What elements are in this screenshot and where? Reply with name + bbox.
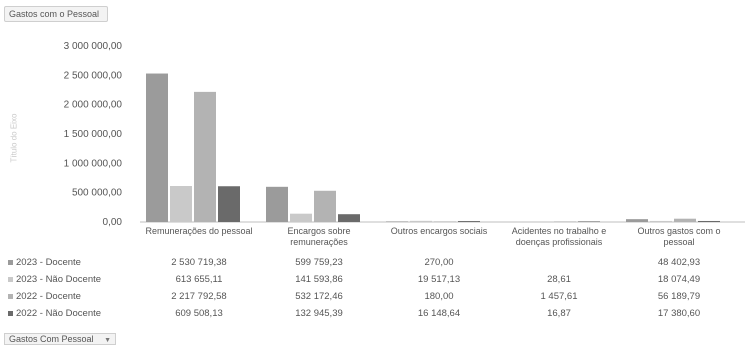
table-row: 2023 - Docente 2 530 719,38 599 759,23 270,…: [0, 254, 751, 270]
data-label: 19 517,13: [417, 274, 461, 285]
bar-2023-docente-3: [386, 221, 408, 222]
data-label: 180,00: [424, 291, 454, 302]
category-label: Outros encargos sociais: [390, 226, 488, 236]
legend-swatch: [8, 259, 13, 265]
table-row: 2022 - Docente 2 217 792,58 532 172,46 180,…: [0, 288, 751, 304]
series-name: 2022 - Não Docente: [16, 308, 102, 319]
y-tick-label: 2 000 000,00: [64, 100, 123, 111]
bar-2022-docente-2: [314, 190, 336, 222]
data-label: 132 945,39: [295, 308, 343, 319]
field-button-gastos-com-pessoal[interactable]: Gastos Com Pessoal ▼: [4, 333, 116, 345]
bar-2022-nao-docente-5: [698, 220, 720, 222]
legend-swatch: [8, 293, 13, 299]
bar-2022-nao-docente-2: [338, 214, 360, 222]
category-label: Acidentes no trabalho e doenças profissi…: [511, 226, 607, 247]
data-label: 532 172,46: [295, 291, 343, 302]
category-label: Outros gastos com o pessoal: [637, 226, 721, 247]
data-label: 599 759,23: [295, 257, 343, 268]
data-label: 18 074,49: [657, 274, 701, 285]
series-name: 2023 - Docente: [16, 257, 81, 268]
data-label: 613 655,11: [175, 274, 223, 285]
data-label: 17 380,60: [657, 308, 701, 319]
bar-2022-nao-docente-1: [218, 186, 240, 222]
y-tick-label: 3 000 000,00: [64, 41, 123, 52]
legend-entry: 2022 - Não Docente: [8, 308, 101, 319]
legend-swatch: [8, 310, 13, 316]
bar-2022-docente-3: [434, 221, 456, 222]
bar-2022-nao-docente-4: [578, 221, 600, 222]
series-name: 2023 - Não Docente: [16, 274, 102, 285]
legend-entry: 2022 - Docente: [8, 291, 81, 302]
chevron-down-icon[interactable]: ▼: [104, 337, 111, 344]
data-label: 1 457,61: [540, 291, 578, 302]
bar-2023-nao-docente-3: [410, 220, 432, 222]
data-label: 16 148,64: [417, 308, 461, 319]
bar-2022-docente-5: [674, 218, 696, 222]
field-button-gastos-pessoal[interactable]: Gastos com o Pessoal: [4, 6, 109, 22]
y-axis-ticks: 3 000 000,00 2 500 000,00 2 000 000,00 1 50…: [64, 41, 123, 228]
legend-entry: 2023 - Docente: [8, 257, 81, 268]
data-label: 28,61: [547, 274, 571, 285]
data-label: 2 530 719,38: [171, 257, 227, 268]
bar-2022-nao-docente-3: [458, 221, 480, 222]
data-label: 16,87: [547, 308, 571, 319]
table-row: 2022 - Não Docente 609 508,13 132 945,39 16…: [0, 305, 751, 321]
y-tick-label: 0,00: [103, 217, 123, 228]
bar-2023-docente-5: [626, 219, 648, 222]
bar-2022-docente-4: [554, 221, 576, 222]
data-label: 609 508,13: [175, 308, 223, 319]
y-tick-label: 1 500 000,00: [64, 129, 123, 140]
data-label: 48 402,93: [657, 257, 701, 268]
legend-swatch: [8, 276, 13, 282]
bar-2023-nao-docente-1: [170, 185, 192, 222]
y-tick-label: 500 000,00: [72, 188, 122, 199]
data-label: 2 217 792,58: [171, 291, 227, 302]
legend-entry: 2023 - Não Docente: [8, 274, 101, 285]
bar-2023-nao-docente-2: [290, 213, 312, 222]
data-label: 270,00: [424, 257, 454, 268]
data-label: 56 189,79: [657, 291, 701, 302]
data-label: 141 593,86: [295, 274, 343, 285]
category-label: Encargos sobre remunerações: [287, 226, 351, 247]
bar-2023-nao-docente-4: [530, 221, 552, 222]
series-name: 2022 - Docente: [16, 291, 81, 302]
y-tick-label: 2 500 000,00: [64, 70, 123, 81]
field-button-label: Gastos Com Pessoal: [9, 334, 94, 344]
bar-2022-docente-1: [194, 91, 216, 223]
table-row: 2023 - Não Docente 613 655,11 141 593,86 19…: [0, 271, 751, 287]
y-tick-label: 1 000 000,00: [64, 158, 123, 169]
bar-2023-docente-1: [146, 73, 168, 222]
bar-group: [146, 73, 720, 223]
bar-2023-docente-2: [266, 186, 288, 222]
bar-2023-nao-docente-5: [650, 220, 672, 222]
category-label: Remunerações do pessoal: [145, 226, 253, 236]
